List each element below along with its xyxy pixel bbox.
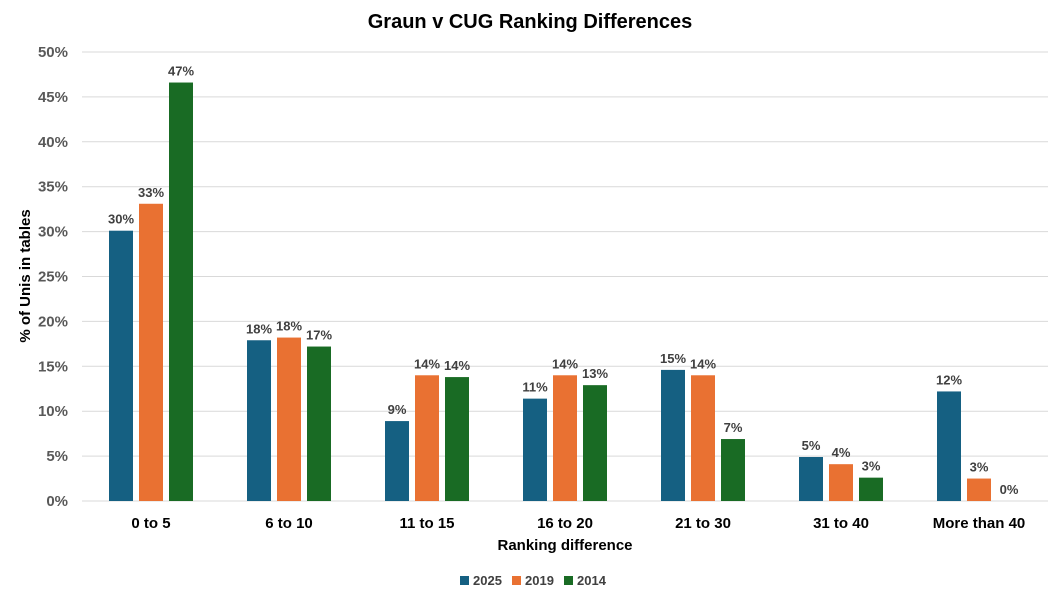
x-category-label: 21 to 30 bbox=[675, 515, 731, 532]
data-label: 14% bbox=[414, 356, 440, 371]
legend-label: 2019 bbox=[525, 573, 554, 588]
legend-swatch-2014 bbox=[564, 576, 573, 585]
bar-2019-0 bbox=[139, 203, 163, 501]
data-label: 47% bbox=[168, 64, 194, 79]
data-label: 13% bbox=[582, 366, 608, 381]
bar-2019-6 bbox=[967, 478, 991, 501]
bar-2019-5 bbox=[829, 464, 853, 501]
y-tick-label: 20% bbox=[38, 313, 68, 330]
legend-label: 2014 bbox=[577, 573, 607, 588]
x-category-label: More than 40 bbox=[933, 515, 1026, 532]
x-category-label: 11 to 15 bbox=[399, 515, 454, 532]
y-tick-label: 40% bbox=[38, 134, 68, 151]
x-axis-categories: 0 to 5 6 to 10 11 to 15 16 to 20 21 to 30 31 … bbox=[131, 515, 1025, 532]
x-category-label: 6 to 10 bbox=[265, 515, 313, 532]
data-label: 11% bbox=[522, 380, 548, 395]
bar-2014-0 bbox=[169, 82, 193, 502]
data-label: 5% bbox=[802, 438, 821, 453]
y-tick-label: 45% bbox=[38, 89, 68, 106]
bar-2025-0 bbox=[109, 230, 133, 501]
x-category-label: 31 to 40 bbox=[813, 515, 869, 532]
data-label: 17% bbox=[306, 328, 332, 343]
legend-swatch-2025 bbox=[460, 576, 469, 585]
data-label: 14% bbox=[690, 356, 716, 371]
data-label: 9% bbox=[388, 402, 407, 417]
data-label: 12% bbox=[936, 372, 962, 387]
data-label: 18% bbox=[276, 319, 302, 334]
x-category-label: 16 to 20 bbox=[537, 515, 593, 532]
x-axis-title: Ranking difference bbox=[497, 537, 632, 554]
data-label: 18% bbox=[246, 321, 272, 336]
y-tick-label: 25% bbox=[38, 269, 68, 286]
data-label: 4% bbox=[832, 445, 851, 460]
bar-2019-3 bbox=[553, 375, 577, 501]
y-tick-label: 35% bbox=[38, 179, 68, 196]
bar-2025-2 bbox=[385, 421, 409, 501]
bars bbox=[109, 82, 991, 502]
data-label: 0% bbox=[1000, 482, 1019, 497]
bar-2025-1 bbox=[247, 340, 271, 501]
data-label: 30% bbox=[108, 212, 134, 227]
data-label: 33% bbox=[138, 185, 164, 200]
bar-2019-2 bbox=[415, 375, 439, 501]
y-tick-label: 10% bbox=[38, 403, 68, 420]
bar-2014-1 bbox=[307, 346, 331, 501]
y-tick-label: 15% bbox=[38, 358, 68, 375]
bar-2019-4 bbox=[691, 375, 715, 501]
data-label: 7% bbox=[724, 420, 743, 435]
gridlines bbox=[82, 51, 1048, 502]
legend: 2025 2019 2014 bbox=[460, 573, 607, 588]
data-label: 14% bbox=[552, 356, 578, 371]
chart-title: Graun v CUG Ranking Differences bbox=[368, 11, 693, 33]
data-label: 3% bbox=[970, 460, 989, 475]
bar-2025-3 bbox=[523, 398, 547, 501]
bar-2025-5 bbox=[799, 456, 823, 501]
bar-2019-1 bbox=[277, 337, 301, 501]
y-tick-label: 30% bbox=[38, 224, 68, 241]
data-label: 3% bbox=[862, 459, 881, 474]
bar-2025-4 bbox=[661, 369, 685, 501]
bar-2014-5 bbox=[859, 477, 883, 501]
bar-2014-4 bbox=[721, 439, 745, 501]
bar-2014-2 bbox=[445, 377, 469, 501]
bar-2014-3 bbox=[583, 385, 607, 501]
legend-label: 2025 bbox=[473, 573, 502, 588]
y-tick-label: 5% bbox=[46, 448, 68, 465]
bar-2025-6 bbox=[937, 391, 961, 501]
data-label: 15% bbox=[660, 351, 686, 366]
data-labels: 30% 33% 47% 18% 18% 17% 9% 14% 14% 11% 14% 13% 15% 14… bbox=[108, 64, 1019, 497]
y-axis-ticks: 0% 5% 10% 15% 20% 25% 30% 35% 40% 45% 50% bbox=[38, 44, 68, 510]
data-label: 14% bbox=[444, 358, 470, 373]
y-tick-label: 0% bbox=[46, 493, 68, 510]
x-category-label: 0 to 5 bbox=[131, 515, 170, 532]
legend-swatch-2019 bbox=[512, 576, 521, 585]
y-axis-title: % of Unis in tables bbox=[17, 209, 34, 342]
y-tick-label: 50% bbox=[38, 44, 68, 61]
